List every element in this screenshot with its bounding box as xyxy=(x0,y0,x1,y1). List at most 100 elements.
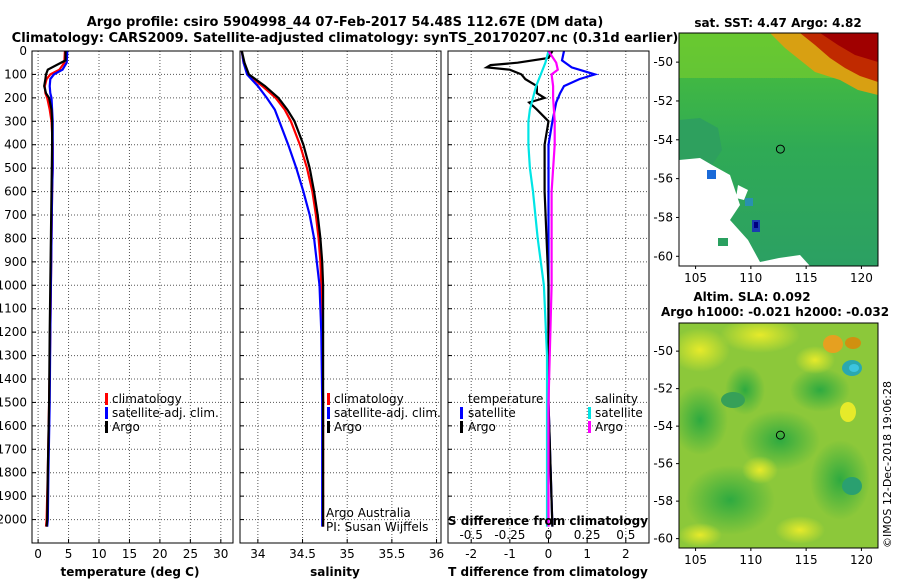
legend-swatch-satellite xyxy=(105,407,108,419)
sst-argo-marker xyxy=(775,144,785,154)
depth-tick-label: 0 xyxy=(19,44,27,58)
sla-blob xyxy=(742,456,778,484)
sst-warm-darkred xyxy=(820,33,878,62)
sla-blob xyxy=(740,410,820,470)
t-difference-axis-ticks: -2 -1 0 1 2 xyxy=(465,547,629,561)
map-lat-label: -56 xyxy=(653,172,673,186)
x-tick-label: 35.5 xyxy=(379,547,406,561)
depth-tick-label: 400 xyxy=(4,138,27,152)
sla-high-yellow xyxy=(840,402,856,422)
sla-blob xyxy=(679,385,728,455)
imos-credit: ©IMOS 12-Dec-2018 19:06:28 xyxy=(881,381,894,548)
sst-map-title: sat. SST: 4.47 Argo: 4.82 xyxy=(694,16,861,30)
legend-swatch-s-argo xyxy=(588,421,591,433)
sst-pixel-5 xyxy=(718,238,728,246)
x-tick-label: 5 xyxy=(65,547,73,561)
x-tick-label: 25 xyxy=(183,547,198,561)
map-lon-label: 105 xyxy=(684,553,707,567)
s-tick-label: -0.5 xyxy=(459,528,482,542)
x-tick-label: 0 xyxy=(34,547,42,561)
depth-tick-label: 1800 xyxy=(0,466,27,480)
difference-frame xyxy=(447,50,650,544)
sla-low-cyan xyxy=(849,364,859,372)
legend-heading-temperature: temperature xyxy=(468,392,543,406)
map-lon-label: 110 xyxy=(739,271,762,285)
map-lat-label: -60 xyxy=(653,249,673,263)
sst-landmask-west xyxy=(679,158,810,266)
temperature-profiles xyxy=(43,51,69,527)
salinity-axis-ticks: 34 34.5 35 35.5 36 xyxy=(250,547,444,561)
map-lat-label: -54 xyxy=(653,419,673,433)
temperature-grid xyxy=(32,50,233,543)
sla-map-ticks: 105 110 115 120 -50 -52 -54 -56 -58 -60 xyxy=(653,344,872,567)
sla-blob xyxy=(790,368,850,412)
sst-map xyxy=(679,33,878,266)
sla-blob xyxy=(679,328,730,372)
salinity-profiles xyxy=(240,51,325,527)
legend-label-t-argo: Argo xyxy=(468,420,496,434)
map-lat-label: -54 xyxy=(653,133,673,147)
sla-blob xyxy=(810,440,870,520)
sla-blob xyxy=(720,323,800,353)
s-tick-label: 0.25 xyxy=(574,528,601,542)
map-lon-label: 120 xyxy=(850,271,873,285)
legend-label-t-satellite: satellite xyxy=(468,406,516,420)
sst-cold-pixel-1 xyxy=(707,170,716,179)
salinity-legend: climatology satellite-adj. clim. Argo xyxy=(327,392,441,434)
s-tick-label: 0.5 xyxy=(616,528,635,542)
x-tick-label: 30 xyxy=(213,547,228,561)
depth-tick-label: 1400 xyxy=(0,372,27,386)
legend-swatch-climatology xyxy=(327,393,330,405)
x-tick-label: 0 xyxy=(545,547,553,561)
series-line-s-satellite xyxy=(527,51,550,527)
sla-argo-marker xyxy=(775,430,785,440)
s-difference-axis-ticks: -0.5 -0.25 0 0.25 0.5 xyxy=(459,528,635,542)
depth-tick-label: 200 xyxy=(4,91,27,105)
difference-profiles xyxy=(483,51,599,527)
credit-pi: PI: Susan Wijffels xyxy=(326,520,428,534)
figure-title-line1: Argo profile: csiro 5904998_44 07-Feb-20… xyxy=(87,15,604,30)
legend-label-s-satellite: satellite xyxy=(595,406,643,420)
depth-tick-label: 1900 xyxy=(0,489,27,503)
series-line-climatology xyxy=(240,51,325,527)
map-lat-label: -50 xyxy=(653,344,673,358)
depth-tick-label: 2000 xyxy=(0,513,27,527)
figure-title-line2: Climatology: CARS2009. Satellite-adjuste… xyxy=(12,31,679,46)
series-line-s-argo xyxy=(547,51,560,527)
sla-map-frame xyxy=(678,322,879,549)
map-lon-label: 120 xyxy=(850,553,873,567)
x-tick-label: -2 xyxy=(465,547,477,561)
map-lat-label: -56 xyxy=(653,457,673,471)
depth-tick-label: 600 xyxy=(4,185,27,199)
map-lat-label: -58 xyxy=(653,494,673,508)
x-tick-label: -1 xyxy=(504,547,516,561)
sst-cold-pixel-4 xyxy=(745,198,753,206)
map-lat-label: -60 xyxy=(653,532,673,546)
legend-swatch-t-satellite xyxy=(460,407,463,419)
legend-label-satellite: satellite-adj. clim. xyxy=(112,406,219,420)
sla-high-orange xyxy=(845,337,861,349)
temperature-panel: 0100200300400500600700800900100011001200… xyxy=(0,44,234,579)
sla-map-title: Altim. SLA: 0.092 xyxy=(693,290,810,304)
depth-tick-label: 1300 xyxy=(0,349,27,363)
salinity-frame xyxy=(239,50,442,544)
x-tick-label: 1 xyxy=(583,547,591,561)
salinity-panel: 34 34.5 35 35.5 36 salinity climatology sate… xyxy=(239,50,444,579)
sla-low-green xyxy=(721,392,745,408)
sst-cold-pixel-3 xyxy=(754,222,758,228)
x-tick-label: 35 xyxy=(340,547,355,561)
sla-blob xyxy=(795,346,835,374)
depth-tick-label: 1600 xyxy=(0,419,27,433)
x-tick-label: 36 xyxy=(429,547,444,561)
legend-swatch-satellite xyxy=(327,407,330,419)
map-lat-label: -58 xyxy=(653,210,673,224)
temperature-frame xyxy=(31,50,234,544)
map-lon-label: 110 xyxy=(739,553,762,567)
depth-tick-label: 800 xyxy=(4,231,27,245)
depth-tick-label: 1200 xyxy=(0,325,27,339)
series-line-t-argo xyxy=(483,51,554,527)
temperature-legend: climatology satellite-adj. clim. Argo xyxy=(105,392,219,434)
s-tick-label: 0 xyxy=(545,528,553,542)
